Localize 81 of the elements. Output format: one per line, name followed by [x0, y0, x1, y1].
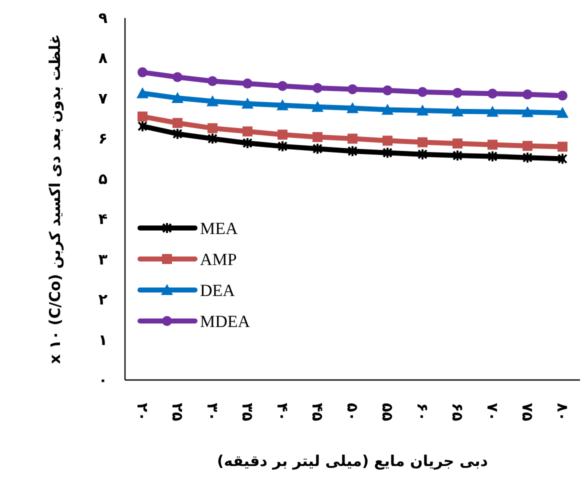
x-tick-label: ۷۵: [518, 402, 536, 422]
x-tick-label: ۴۵: [308, 402, 326, 422]
y-tick-label: ۰: [98, 371, 108, 389]
y-tick-label: ۱: [98, 330, 108, 349]
point: [206, 95, 218, 106]
point: [556, 106, 568, 118]
point: [208, 123, 218, 134]
point: [522, 106, 534, 118]
point: [558, 142, 568, 152]
point: [138, 112, 148, 122]
point: [522, 89, 532, 100]
point: [558, 152, 568, 165]
point: [522, 152, 532, 164]
point: [242, 78, 252, 89]
x-tick-label: ۶۵: [448, 402, 466, 422]
point: [172, 92, 184, 104]
point: [488, 88, 498, 99]
point: [312, 100, 324, 112]
point: [382, 136, 392, 146]
point: [488, 140, 498, 150]
point: [312, 142, 322, 155]
legend-label: MDEA: [200, 312, 251, 331]
y-tick-label: ۲: [98, 290, 108, 309]
point: [242, 126, 252, 136]
point: [208, 76, 218, 86]
point: [416, 104, 428, 116]
x-tick-label: ۲۰: [134, 402, 152, 422]
point: [452, 138, 462, 148]
legend-label: DEA: [200, 281, 236, 300]
point: [452, 88, 462, 98]
point: [452, 105, 464, 116]
point: [138, 120, 148, 132]
point: [382, 85, 392, 96]
x-tick-label: ۳۰: [204, 402, 222, 422]
point: [346, 102, 358, 114]
y-tick-label: ۶: [98, 130, 108, 148]
point: [348, 84, 358, 94]
point: [276, 99, 288, 110]
x-tick-label: ۵۵: [378, 402, 396, 422]
point: [522, 140, 532, 151]
point: [558, 90, 568, 101]
point: [418, 148, 428, 160]
point: [172, 128, 182, 140]
point: [382, 104, 394, 115]
point: [278, 140, 288, 152]
point: [486, 106, 498, 117]
point: [278, 80, 288, 91]
point: [452, 150, 462, 162]
point: [242, 98, 254, 109]
point: [136, 87, 148, 98]
point: [208, 132, 218, 145]
y-tick-label: ۸: [98, 49, 108, 68]
point: [348, 145, 358, 158]
x-axis-title: دبی جریان مایع (میلی لیتر بر دقیقه): [216, 452, 489, 470]
x-tick-label: ۶۰: [414, 402, 432, 422]
point: [488, 150, 498, 162]
y-axis-title: غلظت بدون بعد دی اکسید کربن x ۱۰ (C/Co): [45, 33, 65, 366]
legend-label: MEA: [200, 219, 238, 238]
point: [172, 72, 182, 82]
point: [312, 82, 322, 93]
x-tick-label: ۸۰: [554, 402, 572, 422]
x-tick-label: ۵۰: [344, 402, 362, 422]
point: [312, 132, 322, 142]
y-tick-label: ۳: [98, 250, 108, 268]
y-tick-label: ۴: [98, 210, 108, 228]
x-tick-label: ۳۵: [238, 402, 256, 422]
point: [418, 87, 428, 98]
y-tick-label: ۷: [98, 89, 108, 108]
point: [138, 67, 148, 78]
point: [172, 118, 182, 128]
point: [278, 130, 288, 140]
x-tick-label: ۲۵: [168, 402, 186, 422]
point: [382, 146, 392, 159]
legend-label: AMP: [200, 250, 237, 269]
y-tick-label: ۵: [98, 170, 108, 188]
point: [418, 137, 428, 148]
y-tick-label: ۹: [98, 9, 108, 27]
point: [348, 134, 358, 144]
x-tick-label: ۷۰: [484, 402, 502, 422]
x-tick-label: ۴۰: [274, 402, 292, 422]
point: [242, 137, 252, 150]
